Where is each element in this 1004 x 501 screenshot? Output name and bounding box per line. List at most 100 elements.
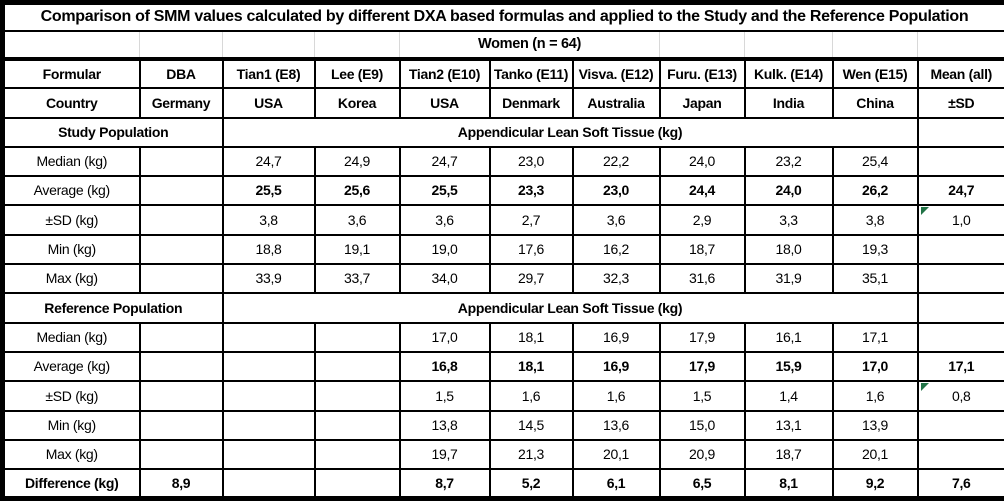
row-label: Median (kg) [1,145,141,178]
country-header: Country [1,87,141,119]
spacer-cell [917,29,1004,62]
mean-cell [916,145,1004,178]
empty-cell [138,409,224,441]
col-header-tanko-e11: Tanko (E11) [488,57,574,90]
measure-label-reference-population: Appendicular Lean Soft Tissue (kg) [221,292,919,324]
mean-cell [916,321,1004,353]
data-cell: 34,0 [398,263,491,295]
data-cell: 1,6 [571,380,661,412]
data-cell: 18,1 [488,350,574,383]
data-cell [221,380,316,412]
data-cell: 24,0 [743,175,834,207]
data-cell: 18,1 [488,321,574,353]
data-cell: 16,2 [571,233,661,266]
data-cell: 22,2 [571,145,661,178]
mean-cell [916,438,1004,471]
spacer-cell [222,29,315,62]
row-label: Difference (kg) [1,468,141,500]
data-cell: 25,5 [221,175,316,207]
country-korea: Korea [313,87,401,119]
data-cell: 1,4 [743,380,834,412]
section-label-reference-population: Reference Population [1,292,224,324]
data-cell [313,350,401,383]
row-label: Median (kg) [1,321,141,353]
data-cell: 19,1 [313,233,401,266]
data-cell: 3,8 [221,204,316,236]
group-header-women: Women (n = 64) [399,29,660,62]
data-cell: 31,9 [743,263,834,295]
data-cell: 19,3 [831,233,919,266]
data-cell: 18,0 [743,233,834,266]
spacer-cell [832,29,918,62]
data-cell: 8,9 [138,468,224,500]
data-cell: 1,5 [398,380,491,412]
data-cell: 20,1 [571,438,661,471]
country-china: China [831,87,919,119]
data-cell: 21,3 [488,438,574,471]
row-label: Max (kg) [1,438,141,471]
error-indicator-icon [920,207,929,216]
col-header-tian1-e8: Tian1 (E8) [221,57,316,90]
mean-value: 0,8 [951,387,971,404]
data-cell [221,321,316,353]
data-cell: 23,3 [488,175,574,207]
col-header-formular: Formular [1,57,141,90]
data-cell: 17,0 [398,321,491,353]
data-cell: 6,1 [571,468,661,500]
data-cell: 15,0 [658,409,746,441]
data-cell: 13,6 [571,409,661,441]
country-denmark: Denmark [488,87,574,119]
data-cell: 25,5 [398,175,491,207]
row-label: ±SD (kg) [1,380,141,412]
empty-cell [138,233,224,266]
col-header-mean-all: Mean (all) [916,57,1004,90]
row-label: Min (kg) [1,233,141,266]
data-cell: 24,0 [658,145,746,178]
data-cell [313,468,401,500]
row-label: Max (kg) [1,263,141,295]
data-cell: 32,3 [571,263,661,295]
error-indicator-icon [920,383,929,392]
table-row-sp-max: Max (kg) 33,9 33,7 34,0 29,7 32,3 31,6 3… [1,263,1004,295]
table-row-sp-min: Min (kg) 18,8 19,1 19,0 17,6 16,2 18,7 1… [1,233,1004,266]
data-cell: 35,1 [831,263,919,295]
row-label: ±SD (kg) [1,204,141,236]
table-row-reference-population-header: Reference Population Appendicular Lean S… [1,292,1004,324]
country-india: India [743,87,834,119]
col-header-dba: DBA [138,57,224,90]
data-cell: 1,6 [488,380,574,412]
col-header-lee-e9: Lee (E9) [313,57,401,90]
table-row-rp-max: Max (kg) 19,7 21,3 20,1 20,9 18,7 20,1 [1,438,1004,471]
data-cell: 6,5 [658,468,746,500]
data-cell: 16,9 [571,321,661,353]
data-cell: 16,1 [743,321,834,353]
data-cell: 19,7 [398,438,491,471]
empty-cell [138,263,224,295]
data-cell: 16,8 [398,350,491,383]
data-cell: 20,1 [831,438,919,471]
table-row-study-population-header: Study Population Appendicular Lean Soft … [1,116,1004,148]
col-header-kulk-e14: Kulk. (E14) [743,57,834,90]
data-cell [313,438,401,471]
table-row-sp-median: Median (kg) 24,7 24,9 24,7 23,0 22,2 24,… [1,145,1004,178]
data-cell: 17,9 [658,350,746,383]
data-cell [313,380,401,412]
data-cell: 1,5 [658,380,746,412]
empty-cell [916,292,1004,324]
data-cell: 18,8 [221,233,316,266]
empty-cell [138,145,224,178]
empty-cell [138,321,224,353]
empty-cell [138,438,224,471]
data-cell: 3,8 [831,204,919,236]
data-cell: 2,9 [658,204,746,236]
table-row-country-header: Country Germany USA Korea USA Denmark Au… [1,87,1004,119]
measure-label-study-population: Appendicular Lean Soft Tissue (kg) [221,116,919,148]
col-header-wen-e15: Wen (E15) [831,57,919,90]
mean-cell: 17,1 [916,350,1004,383]
empty-cell [138,350,224,383]
data-cell [221,438,316,471]
table-title: Comparison of SMM values calculated by d… [1,1,1004,32]
table-row-rp-min: Min (kg) 13,8 14,5 13,6 15,0 13,1 13,9 [1,409,1004,441]
spacer-cell [659,29,745,62]
